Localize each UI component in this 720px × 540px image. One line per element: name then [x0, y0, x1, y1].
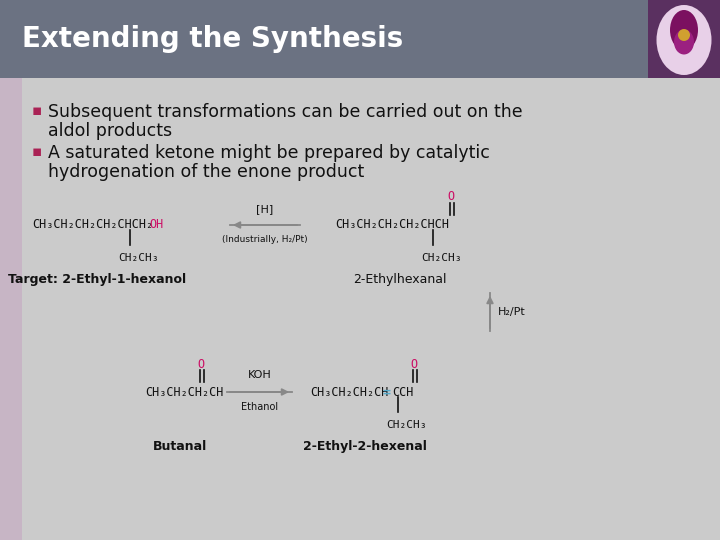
Ellipse shape	[670, 10, 698, 50]
Text: CH₃CH₂CH₂CH₂CHCH: CH₃CH₂CH₂CH₂CHCH	[335, 219, 449, 232]
Text: CH₂CH₃: CH₂CH₃	[421, 253, 462, 263]
Circle shape	[678, 29, 690, 41]
Text: ▪: ▪	[32, 103, 42, 118]
Text: 2-Ethyl-2-hexenal: 2-Ethyl-2-hexenal	[303, 440, 427, 453]
Bar	[648, 0, 720, 78]
Bar	[0, 78, 22, 540]
Text: =: =	[382, 386, 390, 399]
Text: Subsequent transformations can be carried out on the: Subsequent transformations can be carrie…	[48, 103, 523, 121]
Text: CH₃CH₂CH₂CH₂CHCH₂: CH₃CH₂CH₂CH₂CHCH₂	[32, 219, 153, 232]
Ellipse shape	[674, 30, 694, 55]
Text: CH₂CH₃: CH₂CH₃	[118, 253, 158, 263]
Text: OH: OH	[149, 219, 163, 232]
Text: [H]: [H]	[256, 204, 274, 214]
Text: H₂/Pt: H₂/Pt	[498, 307, 526, 317]
Text: A saturated ketone might be prepared by catalytic: A saturated ketone might be prepared by …	[48, 144, 490, 162]
Text: Ethanol: Ethanol	[241, 402, 278, 412]
Text: KOH: KOH	[248, 370, 271, 380]
Text: hydrogenation of the enone product: hydrogenation of the enone product	[48, 163, 364, 181]
Text: O: O	[410, 357, 417, 370]
Text: Butanal: Butanal	[153, 440, 207, 453]
Bar	[0, 0, 648, 78]
Text: O: O	[197, 357, 204, 370]
Text: CH₃CH₂CH₂CH: CH₃CH₂CH₂CH	[310, 386, 388, 399]
Text: Extending the Synthesis: Extending the Synthesis	[22, 25, 403, 53]
Text: ▪: ▪	[32, 144, 42, 159]
Text: Target: 2-Ethyl-1-hexanol: Target: 2-Ethyl-1-hexanol	[8, 273, 186, 286]
Text: 2-Ethylhexanal: 2-Ethylhexanal	[354, 273, 446, 286]
Text: O: O	[447, 191, 454, 204]
Text: (Industrially, H₂/Pt): (Industrially, H₂/Pt)	[222, 235, 308, 244]
Bar	[0, 78, 720, 540]
Text: aldol products: aldol products	[48, 122, 172, 140]
Text: CH₂CH₃: CH₂CH₃	[386, 420, 426, 430]
Text: CCH: CCH	[392, 386, 413, 399]
Ellipse shape	[657, 5, 711, 75]
Text: CH₃CH₂CH₂CH: CH₃CH₂CH₂CH	[145, 386, 223, 399]
